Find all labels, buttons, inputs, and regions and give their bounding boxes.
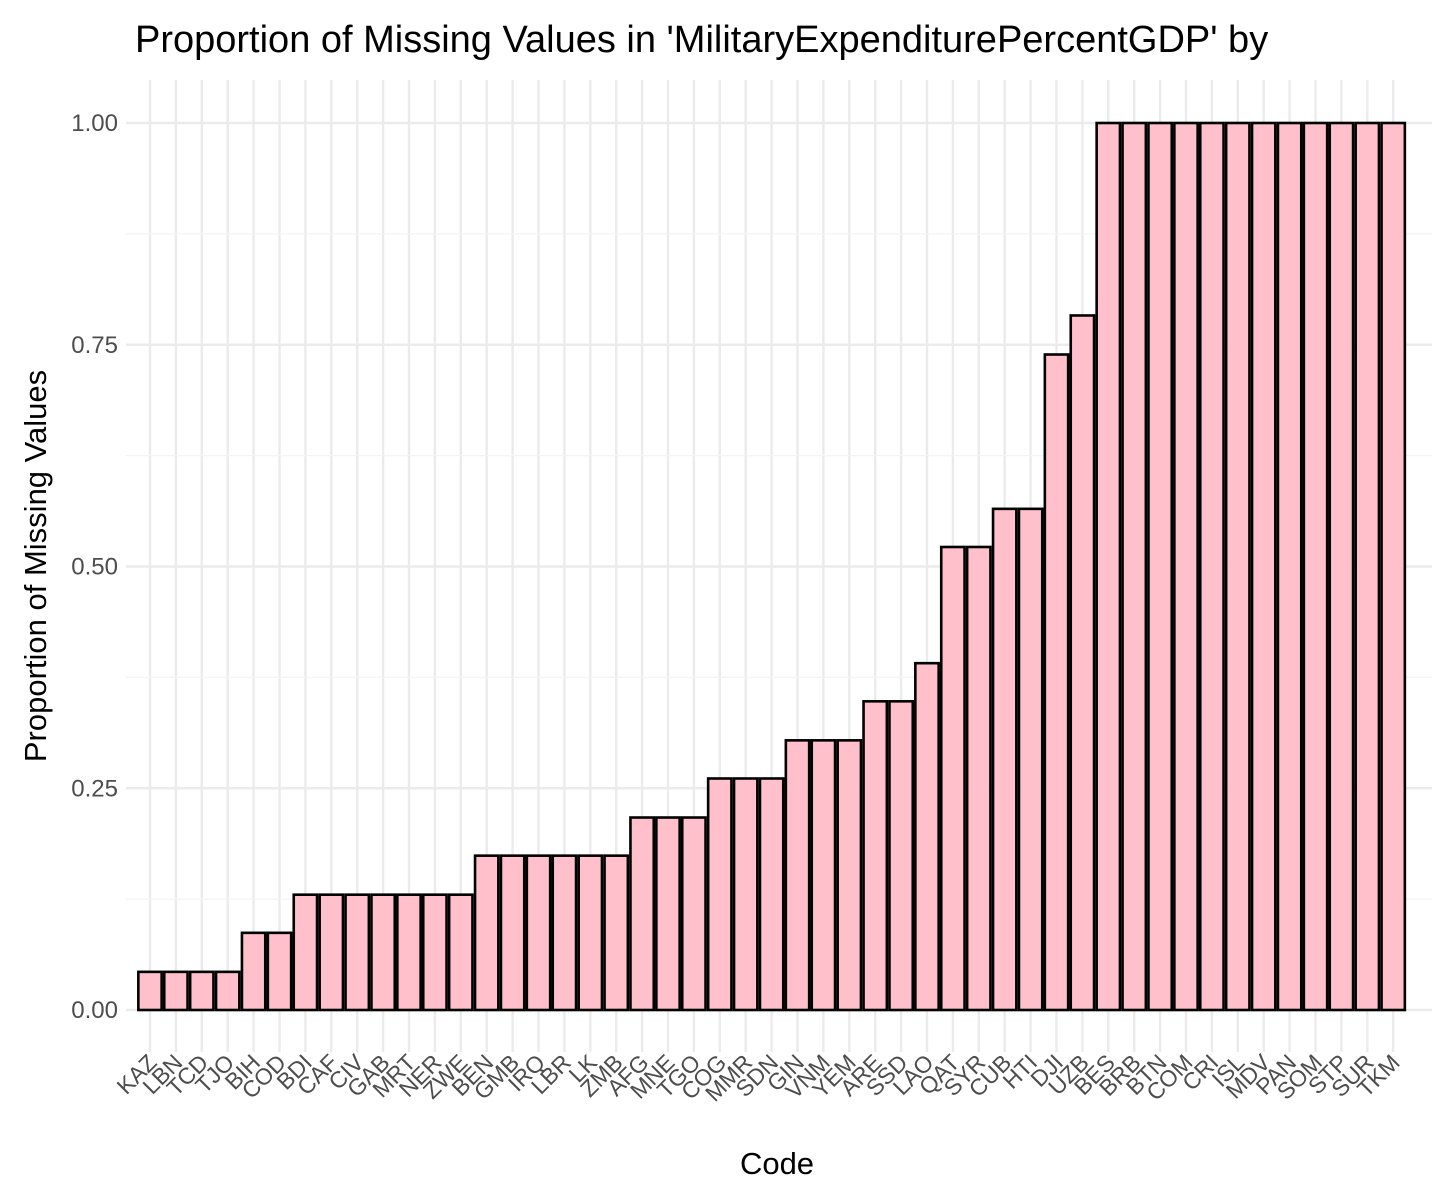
bar-tkm (1380, 121, 1407, 1012)
bar-zmb (603, 854, 630, 1012)
bar-som (1302, 121, 1329, 1012)
bar-sur (1354, 121, 1381, 1012)
bars (137, 121, 1407, 1012)
chart-title: Proportion of Missing Values in 'Militar… (135, 19, 1268, 61)
bar-tgo (680, 816, 707, 1012)
y-axis-title: Proportion of Missing Values (18, 370, 53, 762)
bar-bdi (292, 893, 319, 1012)
bar-cog (706, 777, 733, 1012)
x-axis-title: Code (740, 1146, 814, 1181)
bar-kaz (137, 970, 163, 1012)
bar-mrt (396, 893, 422, 1012)
bar-hti (1017, 507, 1044, 1012)
y-tick-label: 0.50 (71, 554, 118, 581)
bar-tjo (214, 970, 241, 1012)
bar-ssd (888, 700, 915, 1012)
y-tick-label: 1.00 (71, 110, 118, 137)
bar-bes (1095, 121, 1122, 1012)
bar-com (1173, 121, 1199, 1012)
bar-mdv (1250, 121, 1277, 1012)
y-tick-label: 0.00 (71, 997, 118, 1024)
bar-dji (1043, 353, 1070, 1012)
y-tick-label: 0.75 (71, 332, 118, 359)
bar-pan (1276, 121, 1303, 1012)
bar-zwe (447, 893, 474, 1012)
bar-stp (1328, 121, 1355, 1012)
bar-ner (421, 893, 448, 1012)
bar-cod (266, 931, 293, 1012)
bar-ben (473, 854, 500, 1012)
y-tick-label: 0.25 (71, 775, 118, 802)
bar-bih (240, 931, 267, 1012)
y-axis-tick-labels: 0.00 0.25 0.50 0.75 1.00 (71, 110, 118, 1024)
x-axis-tick-labels: KAZLBNTCDTJOBIHCODBDICAFCIVGABMRTNERZWEB… (112, 1049, 1405, 1107)
bar-civ (344, 893, 371, 1012)
bar-yem (836, 739, 863, 1012)
bar-irq (525, 854, 552, 1012)
bar-isl (1224, 121, 1251, 1012)
bar-are (862, 700, 889, 1012)
bar-lbr (551, 854, 578, 1012)
bar-gin (784, 739, 811, 1012)
bar-tcd (188, 970, 215, 1012)
bar-gab (370, 893, 397, 1012)
bar-mne (655, 816, 681, 1012)
bar-afg (629, 816, 656, 1012)
bar-sdn (758, 777, 785, 1012)
bar-cub (991, 507, 1018, 1012)
bar-caf (318, 893, 345, 1012)
bar-lk (577, 854, 604, 1012)
bar-lbn (162, 970, 189, 1012)
bar-cri (1198, 121, 1225, 1012)
bar-uzb (1069, 314, 1096, 1012)
bar-lao (914, 661, 940, 1012)
bar-btn (1147, 121, 1174, 1012)
bar-qat (939, 545, 966, 1012)
bar-vnm (810, 739, 837, 1012)
bar-syr (965, 545, 992, 1012)
bar-mmr (732, 777, 759, 1012)
bar-brb (1121, 121, 1148, 1012)
bar-gmb (499, 854, 526, 1012)
